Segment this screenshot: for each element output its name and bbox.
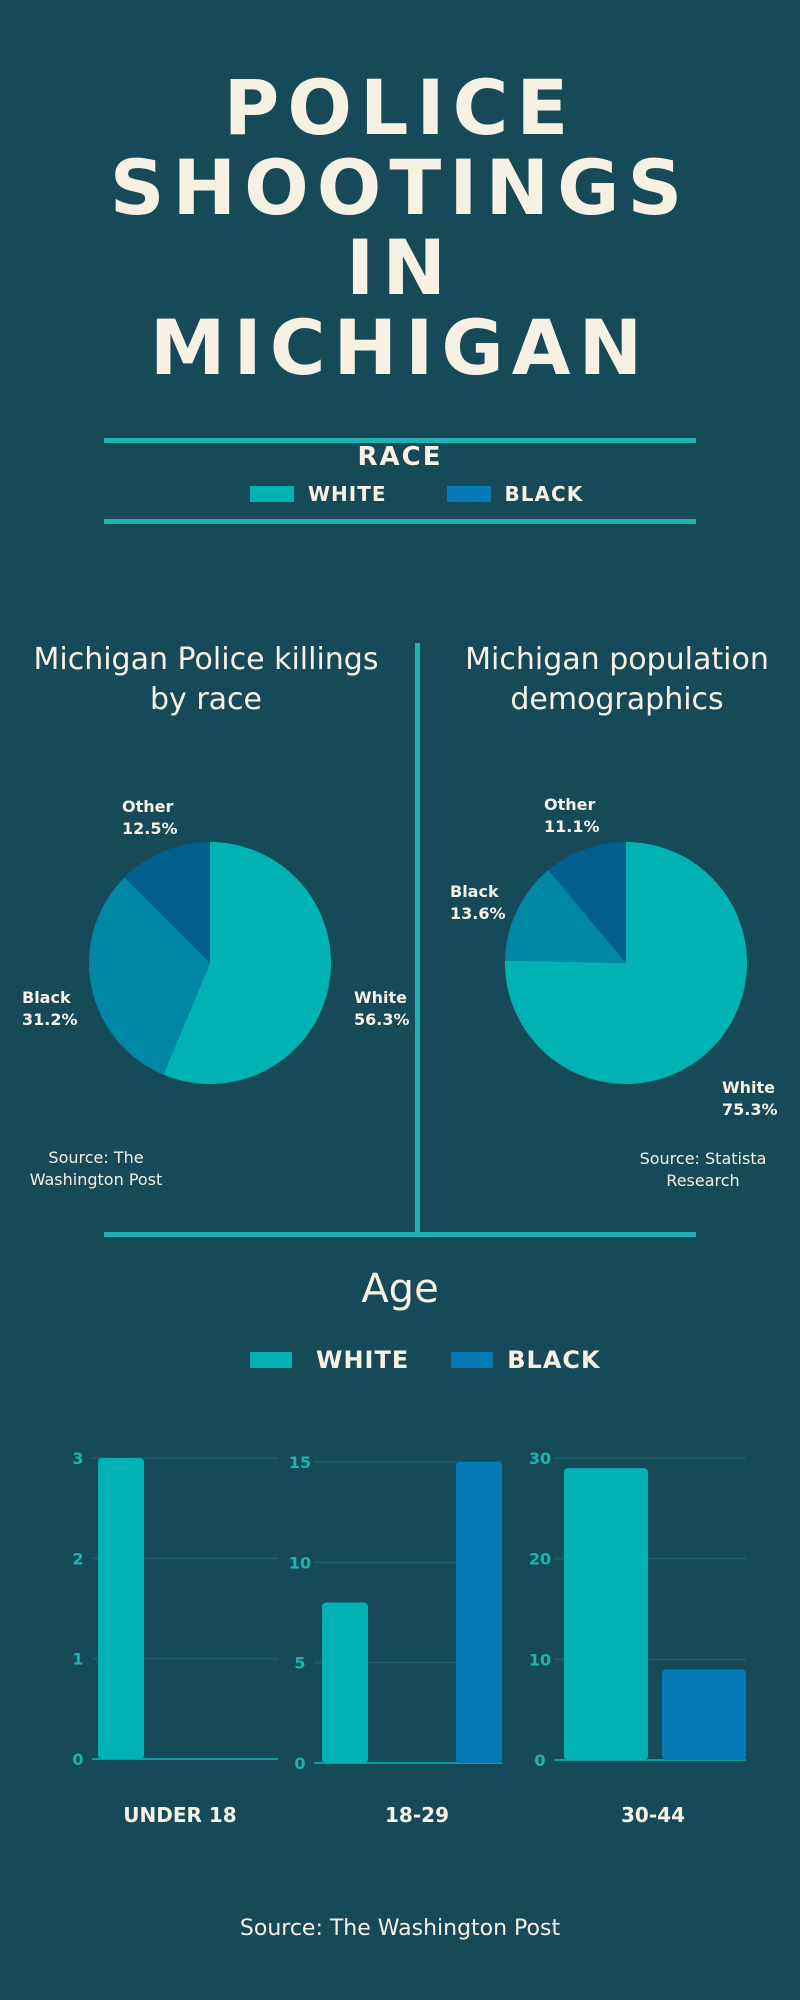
bar-black-30-44 (662, 1669, 746, 1760)
age-source: Source: The Washington Post (239, 1916, 561, 1941)
age-legend: WHITE BLACK (250, 1346, 600, 1374)
y-tick-label: 0 (294, 1754, 305, 1773)
legend-label-white: WHITE (308, 482, 387, 506)
legend-swatch-black (446, 486, 491, 502)
y-tick-label: 3 (72, 1449, 83, 1468)
title-line-2: SHOOTINGS (109, 143, 691, 232)
pie-left-label-white-value: 56.3% (354, 1010, 410, 1029)
y-tick-label: 10 (289, 1553, 311, 1572)
y-tick-label: 20 (529, 1550, 551, 1569)
pie-left-label-black-name: Black (22, 988, 71, 1007)
legend-label-black: BLACK (504, 482, 584, 506)
legend-swatch-white (250, 486, 294, 502)
race-legend: WHITE BLACK (250, 482, 582, 506)
race-heading: RACE (357, 442, 443, 472)
pie-right-label-black-value: 13.6% (450, 904, 506, 923)
pie-right-label-other: Other 11.1% (544, 794, 600, 838)
y-tick-label: 2 (72, 1549, 83, 1568)
title-line-1: POLICE (223, 63, 577, 152)
title-line-3: IN (346, 223, 454, 312)
pie-left-slice-black (89, 877, 210, 1075)
pie-right-label-white-name: White (722, 1078, 776, 1097)
bar-black-18-29 (456, 1462, 502, 1763)
race-bottom-rule (104, 519, 696, 524)
pie-left-label-other-value: 12.5% (122, 819, 178, 838)
y-tick-label: 15 (289, 1453, 311, 1472)
legend-item-black: BLACK (446, 482, 584, 506)
pie-left-slice-white (163, 842, 332, 1084)
pie-left-source: Source: The Washington Post (29, 1148, 163, 1189)
age-legend-item-white: WHITE (250, 1346, 409, 1374)
age-legend-swatch-black (451, 1352, 494, 1368)
pie-left-label-other: Other 12.5% (122, 796, 178, 840)
bar-white-18-29 (322, 1602, 368, 1763)
pie-right-chart (505, 842, 747, 1084)
bar-white-30-44 (564, 1468, 648, 1760)
pie-right-source: Source: Statista Research (639, 1149, 767, 1190)
y-tick-label: 1 (72, 1650, 83, 1669)
pie-divider (415, 643, 420, 1235)
legend-item-white: WHITE (250, 482, 387, 506)
pie-right-title: Michigan population demographics (465, 642, 769, 717)
age-top-rule (104, 1232, 696, 1237)
pie-right-slice-other (548, 842, 626, 963)
pie-right-label-other-value: 11.1% (544, 817, 600, 836)
age-legend-swatch-white (250, 1352, 292, 1368)
pie-left-title: Michigan Police killings by race (33, 642, 379, 717)
pie-right-label-white: White 75.3% (722, 1077, 778, 1121)
pie-left-label-black-value: 31.2% (22, 1010, 78, 1029)
category-label-under-18: UNDER 18 (123, 1803, 237, 1827)
y-tick-label: 0 (72, 1750, 83, 1769)
age-legend-label-black: BLACK (507, 1346, 601, 1374)
y-tick-label: 30 (529, 1449, 551, 1468)
pie-right-slice-black (505, 870, 626, 963)
age-title: Age (361, 1266, 439, 1312)
pie-right-label-black-name: Black (450, 882, 499, 901)
y-tick-label: 0 (534, 1751, 545, 1770)
pie-right-label-white-value: 75.3% (722, 1100, 778, 1119)
age-legend-item-black: BLACK (451, 1346, 600, 1374)
y-tick-label: 5 (294, 1654, 305, 1673)
category-label-18-29: 18-29 (385, 1803, 449, 1827)
pie-left-label-white: White 56.3% (354, 987, 410, 1031)
pie-right-label-other-name: Other (544, 795, 596, 814)
pie-left-label-other-name: Other (122, 797, 174, 816)
pie-left-slice-other (124, 842, 210, 963)
age-legend-label-white: WHITE (316, 1346, 410, 1374)
title-line-4: MICHIGAN (149, 303, 651, 392)
page-title: POLICE SHOOTINGS IN MICHIGAN (0, 68, 800, 388)
pie-left-label-white-name: White (354, 988, 408, 1007)
pie-left-chart (89, 842, 332, 1084)
pie-right-label-black: Black 13.6% (450, 881, 506, 925)
race-top-rule (104, 438, 696, 443)
y-tick-label: 10 (529, 1650, 551, 1669)
bar-white-under-18 (98, 1458, 144, 1759)
category-label-30-44: 30-44 (621, 1803, 685, 1827)
pie-left-label-black: Black 31.2% (22, 987, 78, 1031)
